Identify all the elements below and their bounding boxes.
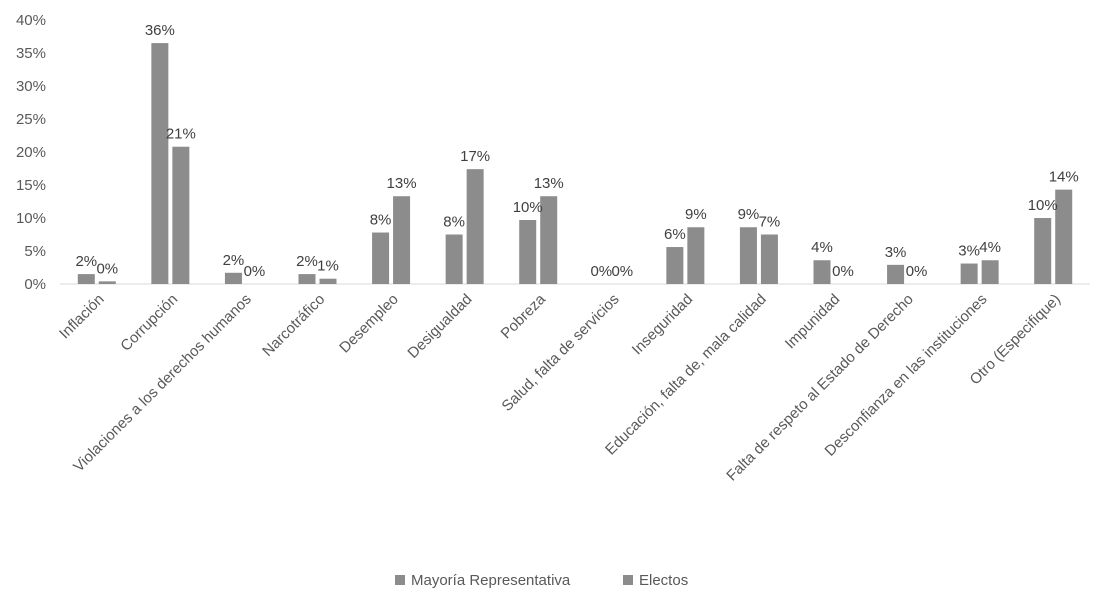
y-tick-label: 15% [16,177,46,194]
category-label: Pobreza [498,290,550,342]
bar [666,247,684,284]
category-label: Educación, falta de, mala calidad [602,291,770,459]
bar [298,274,316,284]
bar [466,169,484,284]
data-label: 14% [1049,169,1079,186]
y-tick-label: 25% [16,111,46,128]
bar [1055,189,1073,284]
category-label: Desempleo [336,291,402,357]
category-label: Inflación [56,291,108,343]
bar [151,43,169,284]
data-label: 0% [611,263,633,280]
data-label: 7% [759,214,781,231]
category-label: Narcotráfico [259,291,328,360]
bar [393,196,411,284]
data-label: 0% [832,263,854,280]
legend-swatch [395,575,405,585]
category-label: Inseguridad [629,291,696,358]
data-label: 2% [223,252,245,269]
data-labels-group: 2% 0%36%21%2%0%2% 1%8%13%8%17%10%13%0% 0%6%… [75,22,1078,280]
y-axis: 0% 5% 10% 15% 20% 25% 30% 35% 40% [16,12,1090,293]
y-tick-label: 40% [16,12,46,29]
bar [519,219,537,284]
data-label: 17% [460,148,490,165]
legend-label: Electos [639,572,688,589]
y-tick-label: 10% [16,210,46,227]
data-label: 6% [664,226,686,243]
category-label: Desconfianza en las instituciones [822,291,991,460]
data-label: 13% [534,175,564,192]
data-label: 21% [166,126,196,143]
bar [372,232,390,284]
bar [960,263,978,284]
bar [739,227,757,284]
bar [445,234,463,284]
data-label: 0% [590,263,612,280]
data-label: 4% [979,239,1001,256]
data-label: 9% [685,206,707,223]
category-label: Desigualdad [404,291,475,362]
data-label: 9% [738,206,760,223]
data-label: 3% [958,243,980,260]
bar [224,272,242,284]
bars-group [77,43,1073,284]
data-label: 8% [370,212,392,229]
data-label: 8% [443,214,465,231]
data-label: 2% [296,253,318,270]
category-label: Impunidad [782,291,844,353]
data-label: 36% [145,22,175,39]
y-tick-label: 30% [16,78,46,95]
bar [1034,218,1052,284]
bar [77,274,95,284]
bar [813,260,831,284]
y-tick-label: 5% [24,243,46,260]
data-label: 0% [906,263,928,280]
y-tick-label: 20% [16,144,46,161]
bar [172,146,190,284]
bar [98,281,116,284]
data-label: 10% [1028,197,1058,214]
bar [981,260,999,284]
data-label: 10% [513,199,543,216]
data-label: 13% [387,175,417,192]
bar [760,234,778,284]
y-tick-label: 35% [16,45,46,62]
legend: Mayoría Representativa Electos [395,572,688,589]
bar [887,264,905,284]
legend-swatch [623,575,633,585]
category-label: Corrupción [117,291,181,355]
bar [540,196,558,284]
data-label: 0% [96,260,118,277]
bar [319,278,337,284]
legend-label: Mayoría Representativa [411,572,571,589]
data-label: 0% [244,263,266,280]
bar [687,227,705,284]
data-label: 4% [811,239,833,256]
y-tick-label: 0% [24,276,46,293]
data-label: 2% [75,253,97,270]
data-label: 1% [317,258,339,275]
data-label: 3% [885,244,907,261]
